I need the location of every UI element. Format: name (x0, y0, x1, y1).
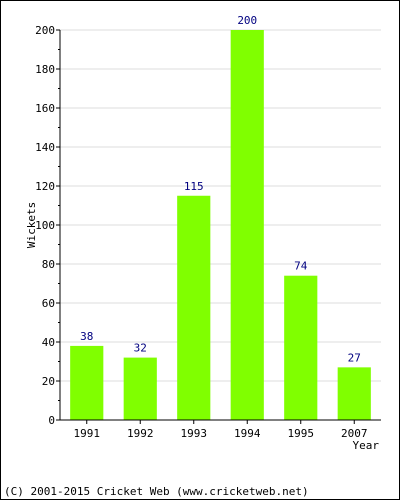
x-axis-label: Year (353, 439, 380, 452)
y-tick-label: 120 (35, 180, 55, 193)
x-tick-label-1993: 1993 (181, 427, 208, 440)
x-tick-label-1995: 1995 (288, 427, 315, 440)
y-tick-label: 60 (42, 297, 55, 310)
bars (70, 30, 371, 420)
y-tick-label: 160 (35, 102, 55, 115)
grid-lines (60, 29, 381, 382)
data-label-1994: 200 (237, 14, 257, 27)
x-tick-label-2007: 2007 (341, 427, 368, 440)
y-tick-label: 80 (42, 258, 55, 271)
bar-1995 (284, 275, 318, 420)
bar-2007 (337, 367, 371, 420)
y-tick-label: 140 (35, 141, 55, 154)
bar-1992 (123, 357, 157, 420)
y-tick-label: 40 (42, 336, 55, 349)
data-label-1991: 38 (80, 330, 93, 343)
data-labels: 38 32 115 200 74 27 (80, 14, 361, 364)
bar-1993 (177, 195, 211, 420)
y-tick-label: 180 (35, 63, 55, 76)
y-tick-labels: 0 20 40 60 80 100 120 140 160 180 200 (35, 24, 55, 427)
data-label-1993: 115 (184, 180, 204, 193)
y-tick-label: 200 (35, 24, 55, 37)
data-label-1992: 32 (134, 342, 147, 355)
x-tick-label-1991: 1991 (74, 427, 101, 440)
data-label-1995: 74 (294, 260, 308, 273)
y-tick-label: 100 (35, 219, 55, 232)
x-tick-labels: 1991 1992 1993 1994 1995 2007 (74, 427, 368, 440)
y-tick-label: 0 (48, 414, 55, 427)
bar-1994 (230, 30, 264, 420)
bar-1991 (70, 345, 104, 420)
y-tick-label: 20 (42, 375, 55, 388)
x-tick-label-1994: 1994 (234, 427, 261, 440)
axes (56, 29, 381, 424)
y-axis-label: Wickets (25, 202, 38, 248)
x-tick-label-1992: 1992 (127, 427, 154, 440)
copyright-footer: (C) 2001-2015 Cricket Web (www.cricketwe… (4, 485, 309, 498)
data-label-2007: 27 (348, 351, 361, 364)
